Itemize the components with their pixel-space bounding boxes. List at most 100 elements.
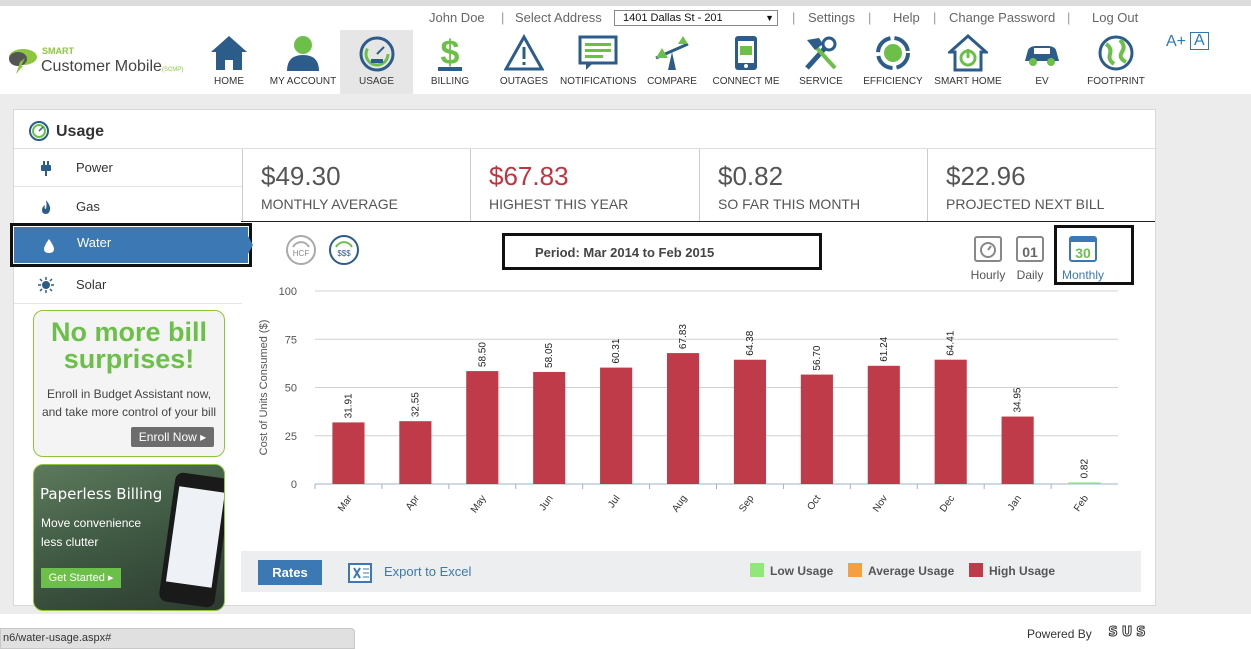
promo-text: Move convenience — [41, 516, 142, 530]
logout-link[interactable]: Log Out — [1092, 10, 1139, 25]
svg-text:SUS: SUS — [1108, 625, 1149, 639]
x-tick-label: Dec — [938, 493, 957, 514]
chevron-right-icon: ▸ — [200, 430, 207, 444]
promo-text: less clutter — [41, 535, 99, 549]
bar-value-label: 64.41 — [946, 330, 957, 355]
nav-label: OUTAGES — [499, 76, 549, 87]
stat-projected: $22.96 PROJECTED NEXT BILL — [928, 149, 1155, 221]
legend-high: High Usage — [969, 563, 1055, 578]
rates-button[interactable]: Rates — [258, 560, 322, 585]
address-select[interactable]: 1401 Dallas St - 201 ▼ — [614, 10, 778, 26]
nav-label: NOTIFICATIONS — [560, 76, 637, 87]
legend-low: Low Usage — [750, 563, 833, 578]
nav-efficiency[interactable]: EFFICIENCY — [860, 30, 926, 94]
nav-my-account[interactable]: MY ACCOUNT — [266, 30, 340, 94]
logo[interactable]: SMART Customer Mobile(SCMP) — [6, 44, 196, 84]
hcf-toggle-icon[interactable]: HCF — [285, 234, 317, 266]
logo-icon — [9, 49, 37, 74]
nav-smart-home[interactable]: SMART HOME — [934, 30, 1002, 94]
bar — [867, 365, 900, 484]
bar — [399, 421, 432, 484]
stat-value: $22.96 — [946, 161, 1026, 191]
nav-usage[interactable]: USAGE — [340, 30, 413, 94]
sus-logo: SUS — [1108, 625, 1149, 639]
bar-value-label: 58.05 — [544, 343, 555, 368]
sidebar-item-gas[interactable]: Gas — [14, 188, 242, 226]
hourly-button[interactable]: Hourly — [970, 233, 1006, 282]
help-link[interactable]: Help — [893, 10, 920, 25]
powered-by-label: Powered By — [1027, 627, 1092, 641]
x-tick-label: Sep — [737, 493, 756, 514]
separator: | — [792, 10, 796, 25]
sidebar-item-label: Gas — [76, 199, 100, 214]
bar — [733, 359, 767, 484]
nav-compare[interactable]: COMPARE — [642, 30, 702, 94]
active-arrow — [243, 227, 253, 263]
usage-bar-chart: 0 25 50 75 100 Cost of Units Consumed ($) 31.9… — [258, 286, 1118, 515]
sidebar-item-water[interactable]: Water — [10, 223, 253, 267]
settings-link[interactable]: Settings — [808, 10, 855, 25]
nav-outages[interactable]: OUTAGES — [492, 30, 556, 94]
stat-label: MONTHLY AVERAGE — [261, 196, 398, 212]
cost-toggle-icon[interactable]: $$$ — [328, 234, 360, 266]
nav-notifications[interactable]: NOTIFICATIONS — [560, 30, 636, 94]
nav-label: SERVICE — [799, 76, 843, 87]
brand-line2: Customer Mobile — [41, 58, 162, 75]
legend-swatch — [848, 563, 862, 577]
export-excel-link[interactable]: Export to Excel — [384, 564, 472, 579]
brand-tag: (SCMP) — [161, 67, 184, 73]
bar-value-label: 31.91 — [343, 393, 354, 418]
svg-text:30: 30 — [1075, 245, 1091, 261]
select-address-label: Select Address — [515, 10, 602, 25]
recycle-icon — [876, 36, 910, 70]
nav-label: SMART HOME — [934, 76, 1002, 87]
x-tick-label: Apr — [404, 493, 422, 513]
y-tick-label: 0 — [291, 479, 297, 491]
chevron-right-icon: ▸ — [107, 572, 114, 584]
nav-home[interactable]: HOME — [198, 30, 260, 94]
stat-value: $67.83 — [489, 161, 569, 191]
divider — [241, 221, 1155, 222]
nav-ev[interactable]: EV — [1014, 30, 1070, 94]
sidebar-item-power[interactable]: Power — [14, 149, 242, 187]
separator: | — [1067, 10, 1071, 25]
change-password-link[interactable]: Change Password — [949, 10, 1056, 25]
nav-label: BILLING — [430, 76, 470, 87]
monthly-button[interactable]: 30 Monthly — [1062, 233, 1104, 282]
nav-service[interactable]: SERVICE — [790, 30, 852, 94]
enroll-now-button[interactable]: Enroll Now ▸ — [131, 427, 214, 447]
stat-label: SO FAR THIS MONTH — [718, 196, 861, 212]
nav-label: CONNECT ME — [712, 76, 780, 87]
nav-connect-me[interactable]: CONNECT ME — [712, 30, 780, 94]
sidebar-item-label: Power — [76, 160, 113, 175]
user-name[interactable]: John Doe — [429, 10, 485, 25]
daily-button[interactable]: 01 Daily — [1012, 233, 1048, 282]
stat-so-far: $0.82 SO FAR THIS MONTH — [700, 149, 928, 221]
warning-icon — [504, 34, 544, 71]
sidebar-item-label: Solar — [76, 277, 107, 292]
font-increase-button[interactable]: A+ — [1166, 33, 1187, 50]
paperless-promo: Paperless Billing Move convenience less c… — [33, 464, 225, 611]
nav-footprint[interactable]: FOOTPRINT — [1082, 30, 1150, 94]
x-tick-label: Feb — [1072, 493, 1091, 514]
bar-value-label: 32.55 — [410, 392, 421, 417]
nav-label: HOME — [214, 76, 244, 87]
excel-icon[interactable] — [348, 563, 372, 583]
font-normal-button[interactable]: A — [1190, 32, 1209, 50]
water-drop-icon — [44, 239, 54, 253]
promo-headline: No more bill — [50, 317, 207, 347]
separator: | — [501, 10, 505, 25]
get-started-button[interactable]: Get Started ▸ — [41, 568, 121, 588]
bar-value-label: 60.31 — [611, 338, 622, 363]
sun-icon — [38, 277, 54, 293]
svg-text:$$$: $$$ — [337, 249, 351, 258]
sidebar-item-solar[interactable]: Solar — [14, 266, 242, 304]
x-tick-label: Mar — [336, 493, 355, 514]
bar-value-label: 64.38 — [745, 330, 756, 355]
user-icon — [287, 36, 319, 71]
chart-footer: Rates Export to Excel Low Usage Average … — [241, 551, 1141, 592]
nav-billing[interactable]: $ BILLING — [418, 30, 482, 94]
bar — [466, 371, 499, 484]
stat-highest-year: $67.83 HIGHEST THIS YEAR — [471, 149, 700, 221]
nav-label: COMPARE — [647, 76, 697, 87]
